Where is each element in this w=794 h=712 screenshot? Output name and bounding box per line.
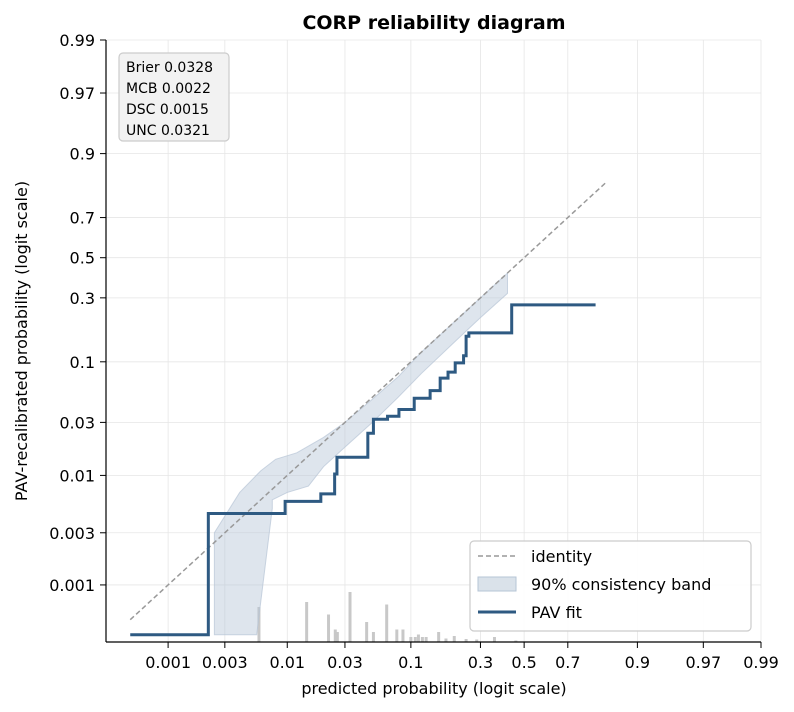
x-axis-ticks: 0.001 0.003 0.01 0.03 0.1 0.3 0.5 0.7 0.9 0.97 0.9… (145, 642, 779, 672)
pav-fit-line (130, 303, 596, 637)
legend: identity 90% consistency band PAV fit (469, 540, 752, 632)
histogram-bar (348, 592, 352, 642)
grid-lines (106, 39, 762, 642)
legend-pav-label: PAV fit (531, 603, 582, 622)
stat-brier: Brier 0.0328 (126, 60, 213, 76)
y-axis-label: PAV-recalibrated probability (logit scal… (12, 181, 31, 501)
histogram-bar (413, 637, 417, 642)
y-tick-label: 0.003 (49, 524, 95, 543)
x-tick-label: 0.3 (468, 653, 493, 672)
x-tick-label: 0.97 (686, 653, 722, 672)
histogram-bar (333, 629, 337, 642)
y-tick-label: 0.99 (59, 31, 95, 50)
y-tick-label: 0.5 (70, 249, 95, 268)
x-tick-label: 0.01 (269, 653, 305, 672)
histogram-bar (452, 636, 456, 642)
legend-band-swatch (477, 576, 517, 592)
chart-title: CORP reliability diagram (302, 12, 565, 34)
x-tick-label: 0.1 (398, 653, 423, 672)
x-tick-label: 0.7 (555, 653, 580, 672)
x-axis-label: predicted probability (logit scale) (301, 679, 566, 698)
y-tick-label: 0.7 (70, 209, 95, 228)
legend-identity-label: identity (531, 547, 592, 566)
stat-unc: UNC 0.0321 (126, 123, 210, 139)
consistency-band (213, 271, 508, 636)
histogram-bar (424, 637, 428, 642)
stats-box: Brier 0.0328 MCB 0.0022 DSC 0.0015 UNC 0… (118, 52, 230, 142)
histogram-bar (395, 629, 399, 642)
histogram-bar (371, 632, 375, 642)
x-tick-label: 0.001 (145, 653, 191, 672)
x-tick-label: 0.03 (327, 653, 363, 672)
histogram-bar (492, 637, 496, 642)
x-tick-label: 0.5 (511, 653, 536, 672)
y-axis-ticks: 0.001 0.003 0.01 0.03 0.1 0.3 0.5 0.7 0.9 0.97 0.9… (49, 31, 106, 595)
stats-box-frame (118, 52, 230, 142)
histogram-bar (385, 604, 389, 642)
histogram-bar (257, 607, 261, 642)
histogram-bar (305, 602, 309, 642)
histogram-bar (444, 638, 448, 642)
histogram-bar (327, 614, 331, 642)
x-tick-label: 0.99 (743, 653, 779, 672)
histogram-bar (475, 639, 479, 642)
stat-mcb: MCB 0.0022 (126, 81, 211, 97)
histogram-bar (437, 632, 441, 642)
y-tick-label: 0.01 (59, 466, 95, 485)
histogram-bar (420, 637, 424, 642)
histogram-bar (335, 632, 339, 642)
histogram-bar (401, 629, 405, 642)
legend-frame (469, 540, 752, 632)
y-tick-label: 0.1 (70, 353, 95, 372)
histogram-bar (464, 639, 468, 642)
x-tick-label: 0.9 (625, 653, 650, 672)
plot-series (129, 182, 607, 637)
y-tick-label: 0.03 (59, 413, 95, 432)
y-tick-label: 0.9 (70, 145, 95, 164)
histogram-bar (514, 640, 518, 642)
x-tick-label: 0.003 (202, 653, 248, 672)
y-tick-label: 0.97 (59, 84, 95, 103)
legend-band-label: 90% consistency band (531, 575, 711, 594)
predicted-histogram (257, 592, 518, 642)
y-tick-label: 0.3 (70, 289, 95, 308)
histogram-bar (365, 622, 369, 642)
y-tick-label: 0.001 (49, 576, 95, 595)
stat-dsc: DSC 0.0015 (126, 102, 209, 118)
histogram-bar (409, 637, 413, 642)
histogram-bar (416, 634, 420, 642)
